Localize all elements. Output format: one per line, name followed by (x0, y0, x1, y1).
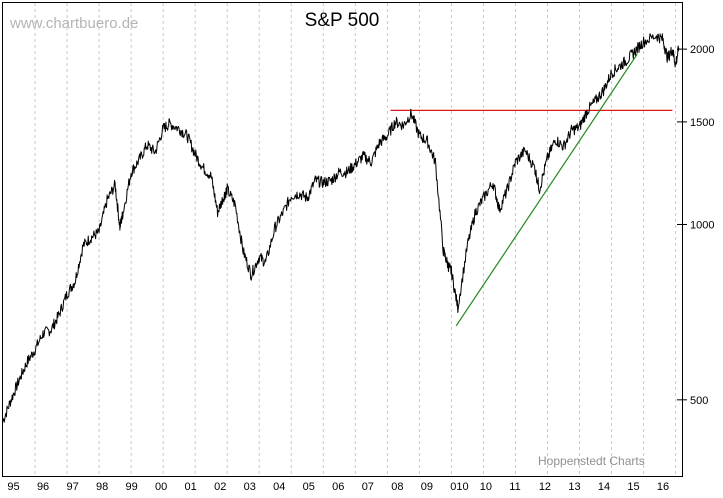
y-tick-label: 1500 (690, 117, 714, 129)
y-tick-label: 1000 (690, 219, 714, 231)
credit-label: Hoppenstedt Charts (538, 454, 645, 468)
x-tick-label: 07 (362, 481, 374, 493)
x-tick-label: 08 (391, 481, 403, 493)
x-tick-label: 04 (273, 481, 285, 493)
x-tick-label: 14 (598, 481, 610, 493)
price-layer (2, 33, 680, 423)
x-tick-label: 00 (155, 481, 167, 493)
grid-layer (34, 3, 677, 476)
x-tick-label: 15 (627, 481, 639, 493)
x-axis: 95 96 97 98 99 00 01 02 03 04 05 06 07 08 09 010 10 11 12 1… (7, 481, 669, 493)
x-tick-label: 05 (303, 481, 315, 493)
y-tick-label: 2000 (690, 44, 714, 56)
x-tick-label: 98 (96, 481, 108, 493)
y-tick-label: 500 (690, 395, 708, 407)
x-tick-label: 010 (450, 481, 468, 493)
x-tick-label: 97 (66, 481, 78, 493)
watermark: www.chartbuero.de (9, 15, 138, 32)
plot-frame (2, 2, 683, 477)
x-tick-label: 96 (37, 481, 49, 493)
x-tick-label: 06 (332, 481, 344, 493)
x-tick-label: 11 (509, 481, 520, 493)
x-tick-label: 16 (657, 481, 669, 493)
x-tick-label: 13 (568, 481, 580, 493)
x-tick-label: 01 (185, 481, 197, 493)
x-tick-label: 95 (7, 481, 19, 493)
x-tick-label: 99 (126, 481, 138, 493)
x-tick-label: 02 (214, 481, 226, 493)
x-tick-label: 10 (480, 481, 492, 493)
price-line (2, 33, 680, 423)
support-trend-line (455, 53, 638, 327)
line-layer (390, 53, 673, 327)
x-tick-label: 09 (421, 481, 433, 493)
chart-title: S&P 500 (305, 10, 380, 31)
x-tick-label: 03 (244, 481, 256, 493)
x-tick-label: 12 (539, 481, 551, 493)
y-axis: 500 1000 1500 2000 (677, 44, 714, 407)
